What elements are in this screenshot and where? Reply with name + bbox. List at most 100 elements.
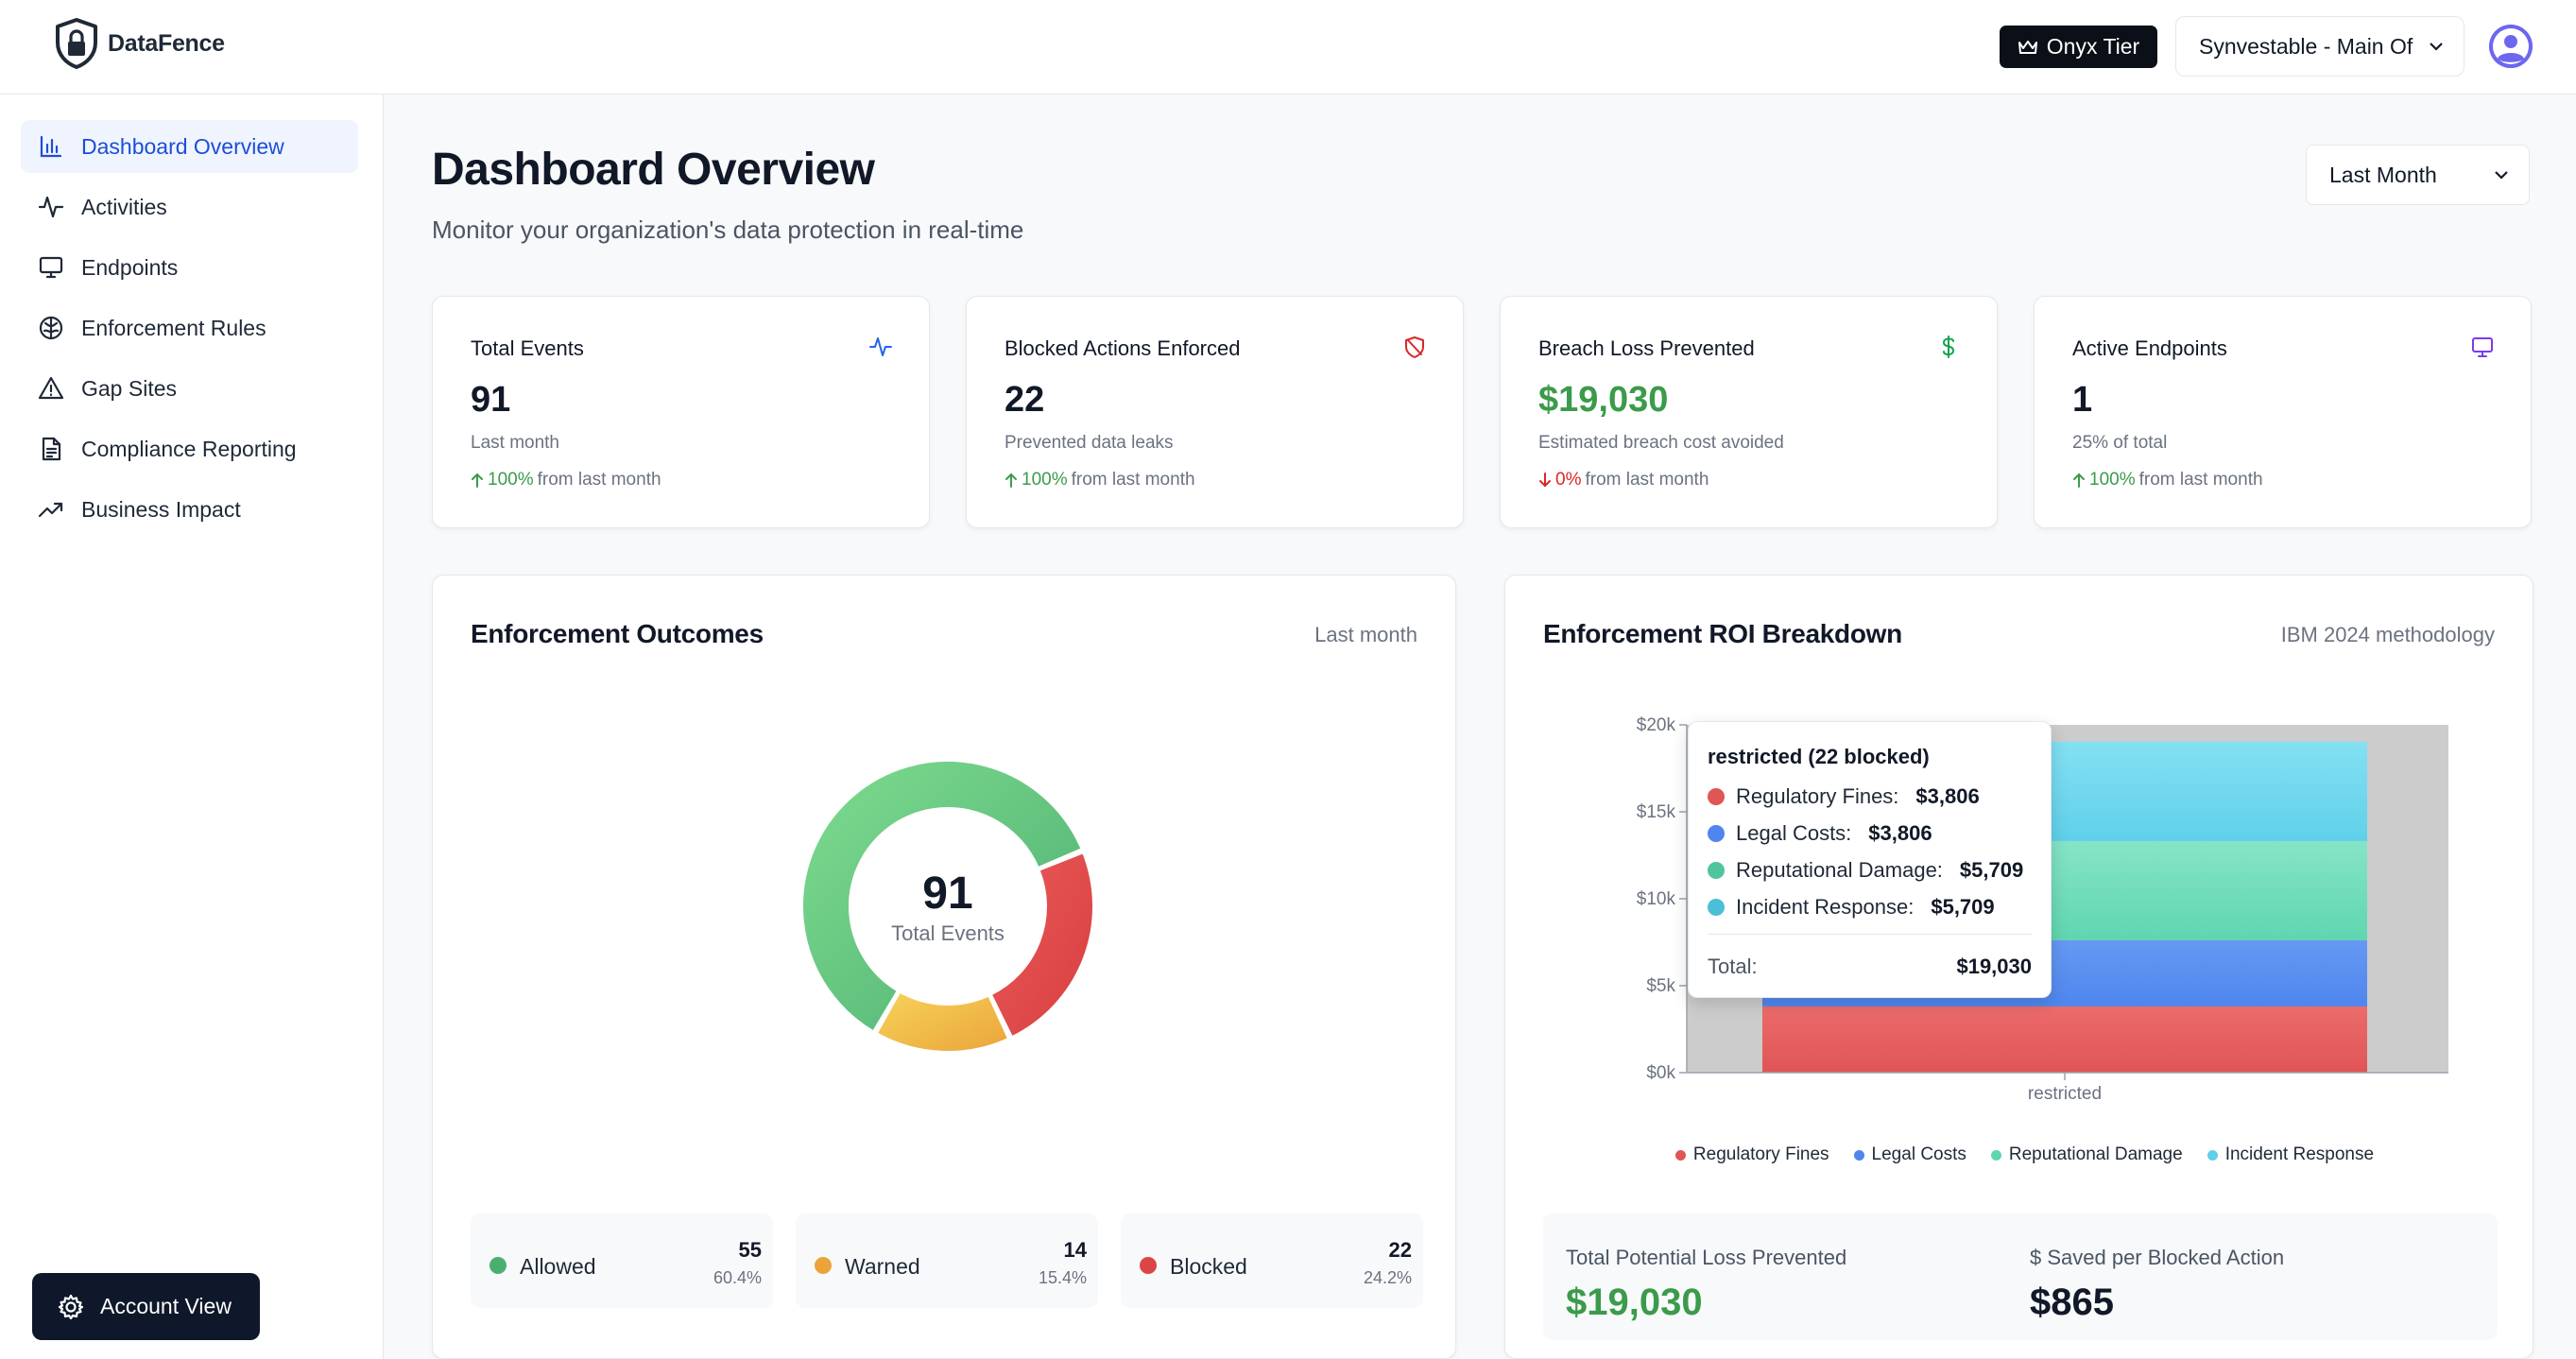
legend-label: Regulatory Fines: [1692, 1144, 1829, 1164]
account-view-button[interactable]: Account View: [32, 1273, 260, 1340]
stat-value: 91: [471, 380, 511, 420]
legend-item-reputational-damage[interactable]: Reputational Damage: [1990, 1144, 2183, 1165]
legend-dot: [1140, 1257, 1157, 1274]
panel-period: Last month: [1314, 623, 1417, 646]
stat-trend-value: 0%: [1555, 470, 1582, 490]
sidebar-item-label: Compliance Reporting: [81, 436, 297, 461]
arrow-up-icon: [2073, 473, 2085, 488]
stat-subtext: Estimated breach cost avoided: [1538, 433, 1784, 453]
page-title: Dashboard Overview: [432, 145, 875, 195]
sidebar-item-gap-sites[interactable]: Gap Sites: [21, 362, 358, 415]
organization-select[interactable]: Synvestable - Main Of: [2175, 16, 2464, 77]
bar-segment-regulatory-fines[interactable]: [1762, 1006, 2367, 1073]
stat-trend-text: from last month: [537, 470, 661, 490]
stat-card-total-events: Total Events 91 Last month 100% from las…: [432, 296, 930, 528]
tooltip-row-label: Incident Response:: [1736, 895, 1915, 919]
x-tick-label: restricted: [2028, 1084, 2102, 1104]
tooltip-row-label: Regulatory Fines:: [1736, 784, 1899, 808]
monitor-icon: [2472, 337, 2493, 357]
date-range-select-value: Last Month: [2329, 162, 2437, 187]
outcome-blocked: Blocked 22 24.2%: [1121, 1213, 1423, 1308]
legend-swatch: [2207, 1149, 2218, 1161]
date-range-select[interactable]: Last Month: [2306, 145, 2530, 205]
total-loss-prevented-label: Total Potential Loss Prevented: [1566, 1246, 1847, 1269]
tooltip-divider: [1708, 934, 2032, 935]
sidebar-item-label: Dashboard Overview: [81, 133, 284, 159]
legend-item-regulatory-fines[interactable]: Regulatory Fines: [1674, 1144, 1829, 1165]
legend-dot: [1708, 899, 1725, 916]
donut-slice-warned[interactable]: [875, 990, 1010, 1053]
sidebar-item-endpoints[interactable]: Endpoints: [21, 241, 358, 294]
brain-icon: [39, 316, 63, 340]
outcome-percent: 60.4%: [713, 1268, 762, 1287]
stat-trend-value: 100%: [2089, 470, 2136, 490]
user-avatar[interactable]: [2489, 25, 2533, 68]
warning-triangle-icon: [38, 376, 64, 400]
stat-value: $19,030: [1538, 380, 1669, 420]
sidebar-item-activities[interactable]: Activities: [21, 181, 358, 233]
y-tick-label: $15k: [1637, 802, 1676, 822]
user-avatar-icon: [2489, 25, 2533, 68]
outcome-name: Warned: [845, 1254, 920, 1279]
stat-trend: 100% from last month: [2072, 470, 2263, 490]
legend-swatch: [1674, 1149, 1686, 1161]
tooltip-row-label: Reputational Damage:: [1736, 858, 1943, 882]
y-tick-label: $0k: [1646, 1063, 1675, 1083]
outcome-count: 22: [1388, 1238, 1412, 1262]
outcome-count: 14: [1063, 1238, 1087, 1262]
chart-legend: Regulatory Fines Legal Costs Reputational …: [1505, 1144, 2534, 1165]
outcome-allowed: Allowed 55 60.4%: [471, 1213, 773, 1308]
tier-badge[interactable]: Onyx Tier: [2000, 26, 2157, 68]
brand[interactable]: DataFence: [53, 17, 225, 70]
tooltip-row-reputational-damage: Reputational Damage: $5,709: [1708, 858, 2023, 883]
tier-label: Onyx Tier: [2046, 34, 2140, 59]
tooltip-row-incident-response: Incident Response: $5,709: [1708, 895, 1995, 920]
stat-trend: 100% from last month: [471, 470, 661, 490]
top-bar: DataFence Onyx Tier Synvestable - Main O…: [0, 0, 2576, 95]
arrow-up-icon: [1005, 473, 1017, 488]
legend-item-legal-costs[interactable]: Legal Costs: [1853, 1144, 1966, 1165]
stat-label: Blocked Actions Enforced: [1005, 336, 1241, 360]
legend-dot: [1708, 825, 1725, 842]
stat-card-blocked-actions: Blocked Actions Enforced 22 Prevented da…: [966, 296, 1464, 528]
stat-trend-text: from last month: [1071, 470, 1195, 490]
account-view-label: Account View: [100, 1294, 232, 1318]
roi-summary: Total Potential Loss Prevented $19,030 $…: [1543, 1213, 2498, 1340]
y-tick-label: $10k: [1637, 889, 1676, 909]
donut-slice-blocked[interactable]: [989, 851, 1094, 1039]
stat-label: Total Events: [471, 336, 584, 360]
stat-trend: 0% from last month: [1538, 470, 1709, 490]
sidebar-item-enforcement-rules[interactable]: Enforcement Rules: [21, 301, 358, 354]
sidebar-item-business-impact[interactable]: Business Impact: [21, 483, 358, 536]
trending-up-icon: [38, 502, 63, 518]
legend-dot: [1708, 788, 1725, 805]
activity-icon: [869, 337, 892, 356]
sidebar-item-label: Enforcement Rules: [81, 315, 266, 340]
legend-dot: [815, 1257, 832, 1274]
tooltip-title: restricted (22 blocked): [1708, 745, 1930, 768]
file-text-icon: [42, 437, 61, 461]
outcome-percent: 15.4%: [1038, 1268, 1087, 1287]
stat-subtext: 25% of total: [2072, 433, 2168, 453]
activity-icon: [38, 196, 64, 218]
stat-trend-value: 100%: [488, 470, 534, 490]
tooltip-row-value: $5,709: [1959, 858, 2024, 882]
legend-dot: [1708, 862, 1725, 879]
legend-swatch: [1990, 1149, 2001, 1161]
page-subtitle: Monitor your organization's data protect…: [432, 215, 1024, 244]
saved-per-blocked-value: $865: [2030, 1282, 2114, 1323]
sidebar-item-label: Activities: [81, 194, 167, 219]
stat-trend-text: from last month: [2138, 470, 2263, 490]
legend-dot: [489, 1257, 507, 1274]
legend-item-incident-response[interactable]: Incident Response: [2207, 1144, 2374, 1165]
shield-off-icon: [1405, 336, 1424, 358]
panel-title: Enforcement Outcomes: [471, 619, 764, 648]
donut-slice-allowed[interactable]: [801, 760, 1083, 1033]
y-tick-label: $20k: [1637, 715, 1676, 735]
sidebar-item-compliance-reporting[interactable]: Compliance Reporting: [21, 422, 358, 475]
tooltip-row-value: $3,806: [1868, 821, 1932, 845]
arrow-up-icon: [472, 473, 483, 488]
sidebar: Dashboard Overview Activities Endpoints …: [0, 95, 384, 1359]
sidebar-item-dashboard-overview[interactable]: Dashboard Overview: [21, 120, 358, 173]
donut-total: 91: [922, 868, 973, 919]
